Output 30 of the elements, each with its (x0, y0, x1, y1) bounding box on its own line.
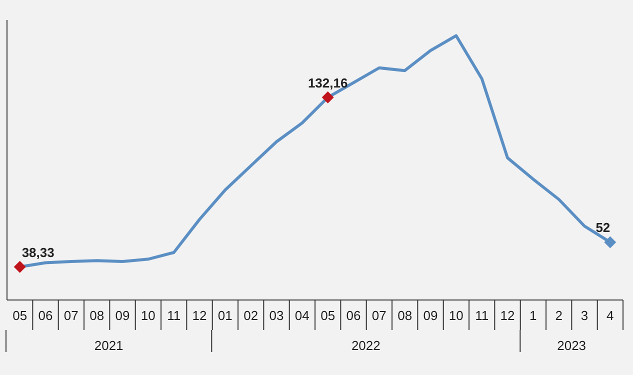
x-tick-label: 10 (140, 308, 156, 323)
x-tick-label: 09 (115, 308, 130, 323)
data-label: 132,16 (308, 75, 348, 90)
x-tick-label: 05 (12, 308, 28, 323)
x-tick-label: 12 (192, 308, 207, 323)
x-tick-label: 06 (38, 308, 53, 323)
x-tick-label: 04 (294, 308, 310, 323)
x-tick-label: 11 (475, 308, 489, 323)
x-tick-label: 4 (606, 308, 614, 323)
x-tick-label: 05 (320, 308, 336, 323)
x-tick-label: 03 (269, 308, 284, 323)
text: 2023 (557, 338, 586, 353)
x-tick-label: 2 (555, 308, 562, 323)
x-tick-label: 01 (218, 308, 232, 323)
x-tick-label: 1 (530, 308, 537, 323)
text: 2021 (94, 338, 124, 353)
data-label: 52 (596, 220, 610, 236)
x-tick-label: 3 (580, 308, 588, 323)
x-tick-label: 10 (448, 308, 464, 323)
data-label: 38,33 (22, 244, 54, 260)
x-tick-label: 08 (90, 308, 104, 323)
x-tick-label: 02 (244, 308, 258, 323)
x-tick-label: 07 (64, 308, 78, 323)
x-tick-label: 08 (398, 308, 412, 323)
text: 2022 (351, 338, 380, 353)
x-tick-label: 07 (372, 308, 386, 323)
x-tick-label: 09 (423, 308, 438, 323)
x-tick-label: 11 (167, 308, 181, 323)
x-tick-label: 06 (346, 308, 361, 323)
x-tick-label: 12 (500, 308, 515, 323)
